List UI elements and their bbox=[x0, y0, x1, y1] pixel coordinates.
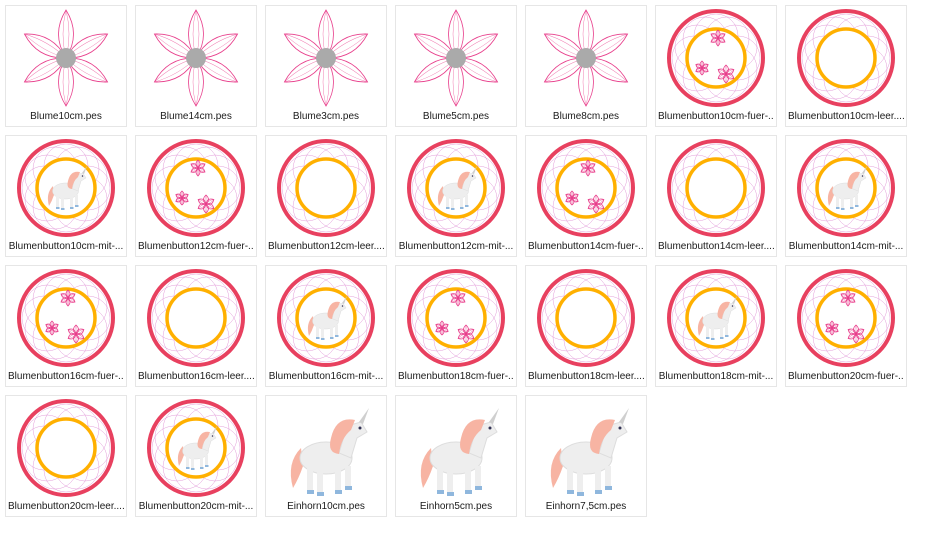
flower-thumbnail-icon bbox=[413, 9, 499, 107]
unicorn-thumbnail-icon bbox=[290, 408, 369, 496]
file-item[interactable]: Blumenbutton14cm-mit-... bbox=[785, 135, 907, 257]
file-name: Blumenbutton18cm-leer.... bbox=[528, 371, 644, 382]
file-name: Blumenbutton10cm-fuer-... bbox=[658, 111, 774, 122]
file-name: Blume10cm.pes bbox=[30, 111, 102, 122]
file-name: Blume3cm.pes bbox=[292, 111, 360, 122]
button-empty-thumbnail-icon bbox=[147, 269, 245, 367]
button-empty-thumbnail-icon bbox=[667, 139, 765, 237]
button-flowers-thumbnail-icon bbox=[407, 269, 505, 367]
file-item[interactable]: Blumenbutton10cm-leer.... bbox=[785, 5, 907, 127]
button-flowers-thumbnail-icon bbox=[667, 9, 765, 107]
file-item[interactable]: Blume5cm.pes bbox=[395, 5, 517, 127]
file-item[interactable]: Blume10cm.pes bbox=[5, 5, 127, 127]
button-flowers-thumbnail-icon bbox=[797, 269, 895, 367]
button-empty-thumbnail-icon bbox=[277, 139, 375, 237]
button-empty-thumbnail-icon bbox=[797, 9, 895, 107]
button-unicorn-thumbnail-icon bbox=[797, 139, 895, 237]
file-item[interactable]: Blumenbutton12cm-leer.... bbox=[265, 135, 387, 257]
file-name: Blumenbutton12cm-mit-... bbox=[398, 241, 514, 252]
file-item[interactable]: Blumenbutton16cm-fuer-... bbox=[5, 265, 127, 387]
file-name: Einhorn5cm.pes bbox=[419, 501, 493, 512]
file-name: Einhorn10cm.pes bbox=[287, 501, 365, 512]
file-item[interactable]: Blumenbutton20cm-fuer-... bbox=[785, 265, 907, 387]
file-name: Blumenbutton18cm-mit-... bbox=[658, 371, 774, 382]
file-item[interactable]: Blumenbutton18cm-fuer-... bbox=[395, 265, 517, 387]
flower-thumbnail-icon bbox=[23, 9, 109, 107]
button-unicorn-thumbnail-icon bbox=[147, 399, 245, 497]
file-name: Blumenbutton18cm-fuer-... bbox=[398, 371, 514, 382]
file-name: Blumenbutton12cm-fuer-... bbox=[138, 241, 254, 252]
button-unicorn-thumbnail-icon bbox=[277, 269, 375, 367]
file-item[interactable]: Einhorn5cm.pes bbox=[395, 395, 517, 517]
flower-thumbnail-icon bbox=[153, 9, 239, 107]
file-item[interactable]: Blumenbutton10cm-mit-... bbox=[5, 135, 127, 257]
button-unicorn-thumbnail-icon bbox=[407, 139, 505, 237]
file-item[interactable]: Blume3cm.pes bbox=[265, 5, 387, 127]
button-empty-thumbnail-icon bbox=[537, 269, 635, 367]
file-item[interactable]: Blumenbutton14cm-fuer-... bbox=[525, 135, 647, 257]
file-item[interactable]: Blumenbutton18cm-leer.... bbox=[525, 265, 647, 387]
file-item[interactable]: Blumenbutton16cm-mit-... bbox=[265, 265, 387, 387]
file-item[interactable]: Blume14cm.pes bbox=[135, 5, 257, 127]
file-name: Blumenbutton14cm-leer.... bbox=[658, 241, 774, 252]
button-unicorn-thumbnail-icon bbox=[667, 269, 765, 367]
file-name: Blume14cm.pes bbox=[160, 111, 232, 122]
file-item[interactable]: Blumenbutton20cm-mit-... bbox=[135, 395, 257, 517]
file-thumbnail-grid: Blume10cm.pes Blume14cm.pes Blume3cm.pes Bl… bbox=[5, 5, 907, 517]
file-item[interactable]: Blumenbutton18cm-mit-... bbox=[655, 265, 777, 387]
file-item[interactable]: Blumenbutton12cm-mit-... bbox=[395, 135, 517, 257]
file-item[interactable]: Blumenbutton16cm-leer.... bbox=[135, 265, 257, 387]
file-item[interactable]: Blume8cm.pes bbox=[525, 5, 647, 127]
button-flowers-thumbnail-icon bbox=[537, 139, 635, 237]
file-name: Blume5cm.pes bbox=[422, 111, 490, 122]
file-name: Blumenbutton14cm-fuer-... bbox=[528, 241, 644, 252]
file-name: Blumenbutton16cm-fuer-... bbox=[8, 371, 124, 382]
button-unicorn-thumbnail-icon bbox=[17, 139, 115, 237]
button-flowers-thumbnail-icon bbox=[147, 139, 245, 237]
flower-thumbnail-icon bbox=[543, 9, 629, 107]
file-name: Blume8cm.pes bbox=[552, 111, 620, 122]
file-item[interactable]: Blumenbutton12cm-fuer-... bbox=[135, 135, 257, 257]
file-name: Blumenbutton14cm-mit-... bbox=[788, 241, 904, 252]
file-item[interactable]: Einhorn7,5cm.pes bbox=[525, 395, 647, 517]
unicorn-thumbnail-icon bbox=[420, 408, 499, 496]
file-name: Blumenbutton10cm-mit-... bbox=[8, 241, 124, 252]
file-name: Blumenbutton16cm-leer.... bbox=[138, 371, 254, 382]
file-name: Blumenbutton20cm-mit-... bbox=[138, 501, 254, 512]
button-flowers-thumbnail-icon bbox=[17, 269, 115, 367]
file-name: Blumenbutton16cm-mit-... bbox=[268, 371, 384, 382]
flower-thumbnail-icon bbox=[283, 9, 369, 107]
file-item[interactable]: Blumenbutton20cm-leer.... bbox=[5, 395, 127, 517]
file-name: Blumenbutton12cm-leer.... bbox=[268, 241, 384, 252]
file-item[interactable]: Blumenbutton14cm-leer.... bbox=[655, 135, 777, 257]
file-name: Blumenbutton20cm-leer.... bbox=[8, 501, 124, 512]
file-item[interactable]: Blumenbutton10cm-fuer-... bbox=[655, 5, 777, 127]
file-name: Blumenbutton20cm-fuer-... bbox=[788, 371, 904, 382]
file-name: Blumenbutton10cm-leer.... bbox=[788, 111, 904, 122]
unicorn-thumbnail-icon bbox=[550, 408, 629, 496]
button-empty-thumbnail-icon bbox=[17, 399, 115, 497]
file-name: Einhorn7,5cm.pes bbox=[545, 501, 627, 512]
file-item[interactable]: Einhorn10cm.pes bbox=[265, 395, 387, 517]
